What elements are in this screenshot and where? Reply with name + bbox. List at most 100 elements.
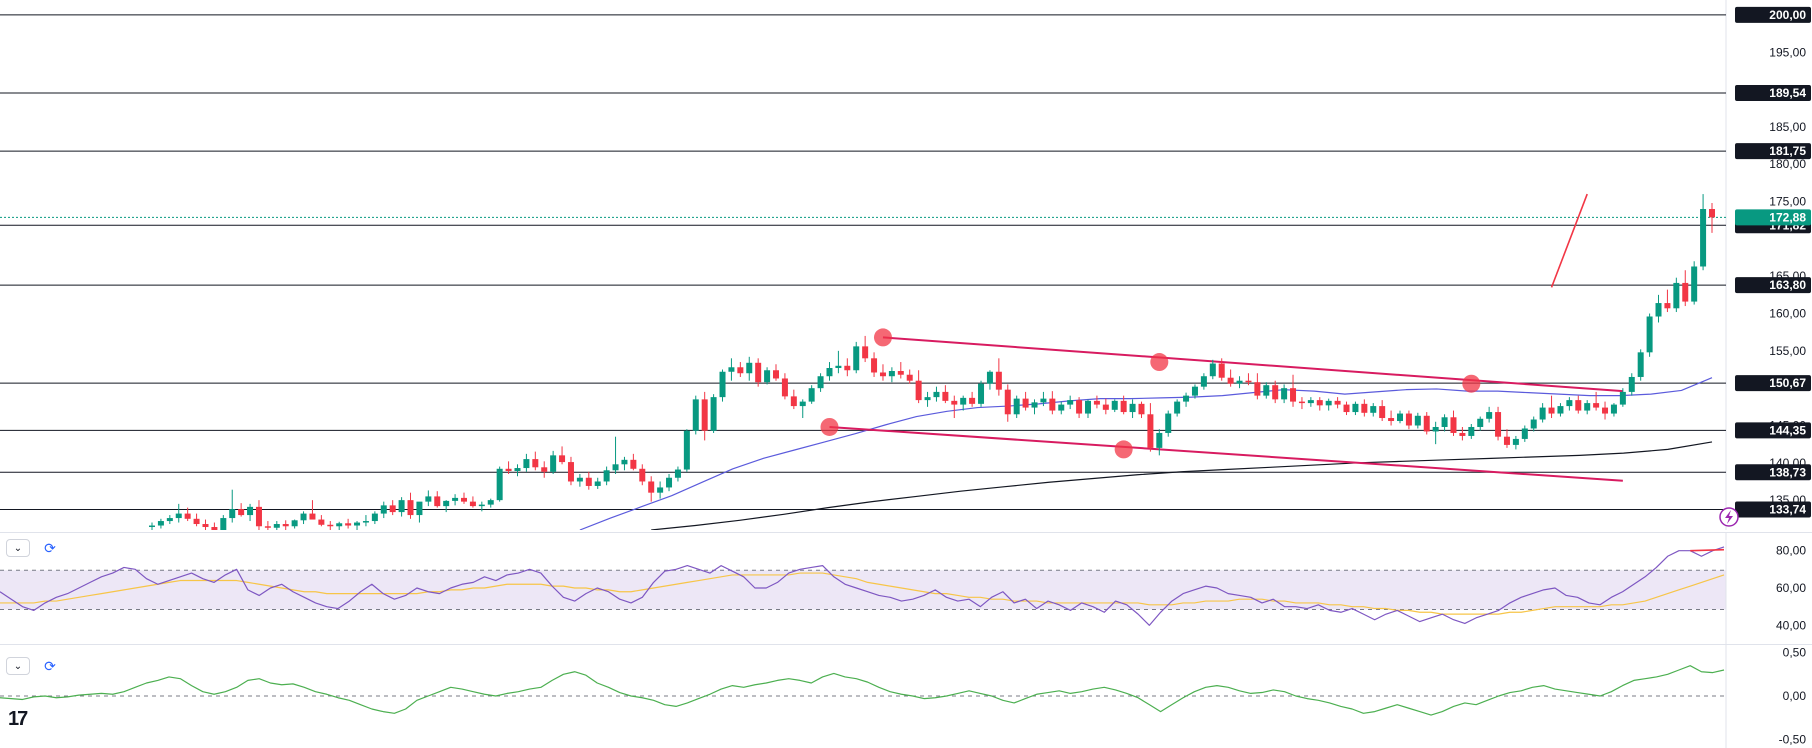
price-tick-label: 185,00 [1769, 120, 1806, 134]
candle [559, 455, 566, 463]
price-pane-bg [0, 0, 1812, 530]
candle [1468, 426, 1475, 436]
candle [371, 513, 378, 522]
price-tick-label: 160,00 [1769, 307, 1806, 321]
candle [1602, 407, 1609, 414]
candle [175, 513, 182, 519]
trend-channel-line [882, 336, 1623, 393]
candle [683, 430, 690, 470]
candle [1700, 209, 1707, 267]
momentum-sync-button[interactable]: ⟳ [41, 657, 59, 675]
ma-fast-line [579, 377, 1713, 530]
candle [247, 506, 254, 516]
candle [1120, 400, 1127, 413]
candle [835, 365, 842, 369]
candle [1174, 401, 1181, 414]
candle [238, 509, 245, 516]
candle [969, 397, 976, 404]
candle [157, 521, 164, 526]
candle [576, 477, 583, 482]
rsi-signal-line [0, 572, 1725, 615]
candle [897, 371, 904, 375]
candle [389, 505, 396, 513]
candle [1477, 418, 1484, 427]
candle [719, 371, 726, 398]
candle [1397, 413, 1403, 422]
candle [327, 524, 334, 527]
candle [443, 500, 450, 507]
level-price-label: 200,00 [1769, 8, 1806, 22]
rsi-tick-label: 40,00 [1776, 618, 1806, 632]
spike-trend-line [1550, 193, 1588, 288]
candle [648, 481, 655, 493]
candle [1067, 400, 1074, 405]
candle [1450, 417, 1457, 433]
candle [166, 518, 173, 522]
candle [1325, 400, 1332, 406]
candle [1646, 316, 1653, 353]
candle [1423, 415, 1430, 432]
level-price-label: 150,67 [1769, 376, 1806, 390]
candle [425, 496, 432, 502]
candle [1637, 352, 1644, 377]
candle [764, 370, 771, 383]
candle [1102, 404, 1109, 410]
pivot-marker [873, 328, 892, 347]
trend-channel-line [829, 425, 1623, 482]
level-price-label: 144,35 [1769, 423, 1806, 437]
candle [1673, 282, 1680, 309]
sync-icon: ⟳ [44, 539, 56, 556]
candle [1352, 403, 1359, 413]
level-price-label-bg [1735, 375, 1811, 392]
rsi-tick-label: 80,00 [1776, 544, 1806, 558]
sync-icon: ⟳ [44, 657, 56, 674]
candle [1111, 400, 1118, 410]
candle [1147, 414, 1154, 448]
candle [1628, 376, 1635, 392]
candle [612, 464, 619, 471]
level-price-label-bg [1735, 85, 1811, 102]
rsi-chart-svg[interactable]: 80,00 60,00 40,00 [0, 532, 1812, 644]
candle [942, 391, 949, 401]
candle [496, 468, 503, 501]
candle [1245, 380, 1252, 383]
rsi-sync-button[interactable]: ⟳ [41, 539, 59, 557]
candle [309, 513, 316, 520]
pivot-marker [1114, 440, 1133, 459]
candle [1503, 436, 1510, 445]
level-price-label-bg [1735, 6, 1811, 23]
candle [1129, 403, 1136, 413]
candle [229, 509, 236, 519]
candle [1049, 398, 1056, 411]
candle [264, 526, 271, 528]
candle [630, 459, 637, 469]
pivot-marker [1462, 374, 1481, 393]
candle [710, 397, 717, 431]
candle [1655, 303, 1662, 317]
tradingview-logo[interactable]: 17 [8, 708, 28, 730]
candle [817, 376, 824, 389]
candle [1566, 400, 1573, 407]
candle [657, 487, 664, 493]
current-price-label-bg [1735, 209, 1811, 226]
price-chart-svg[interactable]: 200,00195,00185,00180,00175,00165,00160,… [0, 0, 1812, 530]
candle [585, 477, 592, 486]
candle [1281, 388, 1288, 400]
momentum-chart-svg[interactable]: 0,50 0,00 -0,50 [0, 644, 1812, 748]
momentum-collapse-button[interactable]: ⌄ [6, 657, 30, 675]
candle [1263, 385, 1270, 396]
candle [799, 401, 806, 407]
candle [1575, 400, 1582, 411]
rsi-collapse-button[interactable]: ⌄ [6, 539, 30, 557]
candle [202, 524, 209, 528]
candle [1414, 415, 1421, 426]
lightning-icon-glyph [1725, 510, 1733, 524]
candle [1031, 402, 1038, 408]
candle [639, 468, 646, 482]
candle [354, 522, 361, 526]
candle [1138, 403, 1145, 415]
candle [1272, 385, 1279, 400]
candle [1619, 391, 1626, 405]
candle [808, 388, 815, 402]
